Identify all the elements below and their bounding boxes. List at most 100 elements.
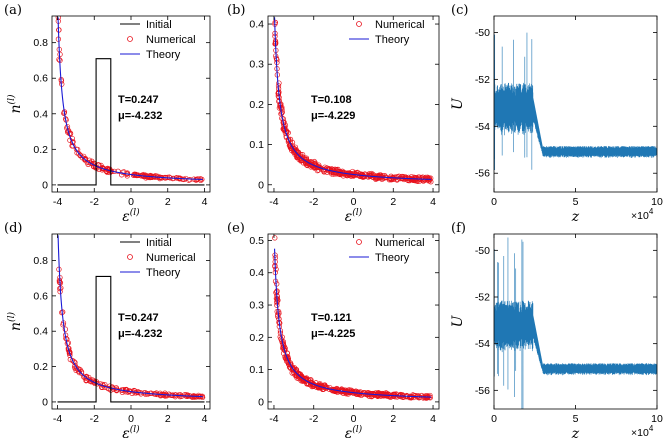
numerical-point <box>75 368 82 375</box>
legend-marker-numerical <box>356 21 362 27</box>
y-axis-label: n(l) <box>6 94 24 113</box>
x-tick-label: -4 <box>269 413 278 425</box>
numerical-point <box>109 384 115 390</box>
y-axis-label-symbol: U <box>450 97 466 110</box>
x-tick-label: 0 <box>128 196 134 208</box>
x-axis-label-sup: (l) <box>130 424 140 435</box>
x-tick-label: 0 <box>128 413 134 425</box>
panel-a: (a) T=0.247 μ=-4.232 Initial Numerical Theory… <box>4 3 211 225</box>
numerical-point <box>422 177 428 183</box>
x-multiplier: ×104 <box>631 424 654 439</box>
numerical-point <box>88 378 94 384</box>
numerical-point <box>69 139 76 146</box>
numerical-point <box>276 105 283 111</box>
numerical-point <box>69 135 76 142</box>
theory-line <box>57 17 203 181</box>
x-tick-label: 10 <box>651 196 663 208</box>
numerical-point <box>276 80 282 86</box>
axes-frame <box>267 15 440 193</box>
y-tick-label: 0.8 <box>33 255 48 267</box>
numerical-point <box>295 154 301 161</box>
numerical-point <box>272 235 278 241</box>
y-tick-label: -54 <box>475 338 490 350</box>
numerical-point <box>331 388 338 394</box>
x-axis-label: ε(l) <box>122 207 140 225</box>
x-tick-label: 0 <box>491 413 497 425</box>
annotation-temperature: T=0.247 <box>118 312 159 324</box>
x-axis-label-sup: (l) <box>130 207 140 218</box>
panel-d: (d) T=0.247 μ=-4.232 Initial Numerical Theory… <box>4 221 211 439</box>
legend-entry: Initial <box>146 19 172 31</box>
numerical-point <box>86 376 92 383</box>
x-axis-label: z <box>571 426 580 439</box>
numerical-point <box>65 340 71 346</box>
numerical-point <box>292 144 299 150</box>
x-tick-label: 4 <box>430 413 436 425</box>
x-multiplier-exp: 4 <box>649 424 654 433</box>
x-axis-label: z <box>571 209 580 225</box>
energy-trace <box>494 237 657 409</box>
x-tick-label: -4 <box>269 196 278 208</box>
panel-label: (e) <box>227 221 245 236</box>
numerical-point <box>281 344 287 350</box>
annotation-mu: μ=-4.232 <box>118 110 162 122</box>
numerical-point <box>394 173 400 180</box>
numerical-point <box>330 169 337 176</box>
plot-area <box>272 17 434 185</box>
y-tick-label: -52 <box>475 74 490 86</box>
legend: Numerical Theory <box>349 19 425 46</box>
legend: Initial Numerical Theory <box>120 19 196 61</box>
y-tick-label: 0.1 <box>249 364 264 376</box>
numerical-point <box>178 393 185 400</box>
x-axis-label: ε(l) <box>122 424 140 439</box>
numerical-point <box>326 166 332 172</box>
x-tick-label: 0 <box>351 413 357 425</box>
plot-area <box>55 16 205 186</box>
annotation-temperature: T=0.121 <box>311 312 352 324</box>
x-tick-label: -2 <box>309 196 318 208</box>
numerical-point <box>121 169 127 175</box>
legend-entry: Numerical <box>146 34 196 46</box>
numerical-point <box>290 366 296 372</box>
y-tick-label: 0.2 <box>249 332 264 344</box>
panel-label: (f) <box>451 221 466 236</box>
y-axis-label-symbol: U <box>450 314 466 327</box>
axes-frame <box>267 233 440 410</box>
y-axis-label-symbol: n <box>8 104 24 113</box>
panel-e: (e) T=0.121 μ=-4.225 Numerical Theory -4 -2 0 2 4… <box>227 221 440 439</box>
numerical-point <box>327 169 333 175</box>
numerical-point <box>62 326 69 332</box>
annotation-temperature: T=0.247 <box>118 94 159 106</box>
y-tick-label: -50 <box>475 245 490 257</box>
numerical-point <box>428 175 434 181</box>
y-tick-label: 0.5 <box>249 235 264 247</box>
legend-entry: Theory <box>375 34 410 46</box>
numerical-point <box>183 392 189 398</box>
y-tick-label: 0.2 <box>33 144 48 156</box>
panel-c: (c) ×104 0 5 10 -50 -52 -54 -56 z U <box>450 3 663 225</box>
x-axis-label-symbol: z <box>571 209 580 225</box>
y-tick-label: -56 <box>475 168 490 180</box>
numerical-point <box>377 172 383 178</box>
panel-label: (a) <box>4 3 22 18</box>
x-tick-label: 2 <box>390 196 396 208</box>
numerical-point <box>162 390 168 396</box>
x-multiplier-exp: 4 <box>649 207 654 216</box>
numerical-point <box>424 395 430 401</box>
numerical-point <box>408 177 415 183</box>
x-axis-label-sup: (l) <box>352 207 362 218</box>
numerical-point <box>375 175 381 182</box>
y-tick-label: 0.2 <box>249 99 264 111</box>
y-tick-label: 0.2 <box>33 361 48 373</box>
annotation-temperature: T=0.108 <box>311 94 352 106</box>
legend-entry: Theory <box>146 49 181 61</box>
plot-area <box>494 32 657 171</box>
x-multiplier: ×104 <box>631 207 654 222</box>
y-tick-label: 0.4 <box>249 19 264 31</box>
y-tick-label: 0.8 <box>33 37 48 49</box>
plot-area <box>56 235 206 403</box>
y-tick-label: 0.3 <box>249 300 264 312</box>
x-tick-label: -2 <box>90 196 99 208</box>
plot-area <box>272 235 433 401</box>
y-tick-label: -56 <box>475 385 490 397</box>
